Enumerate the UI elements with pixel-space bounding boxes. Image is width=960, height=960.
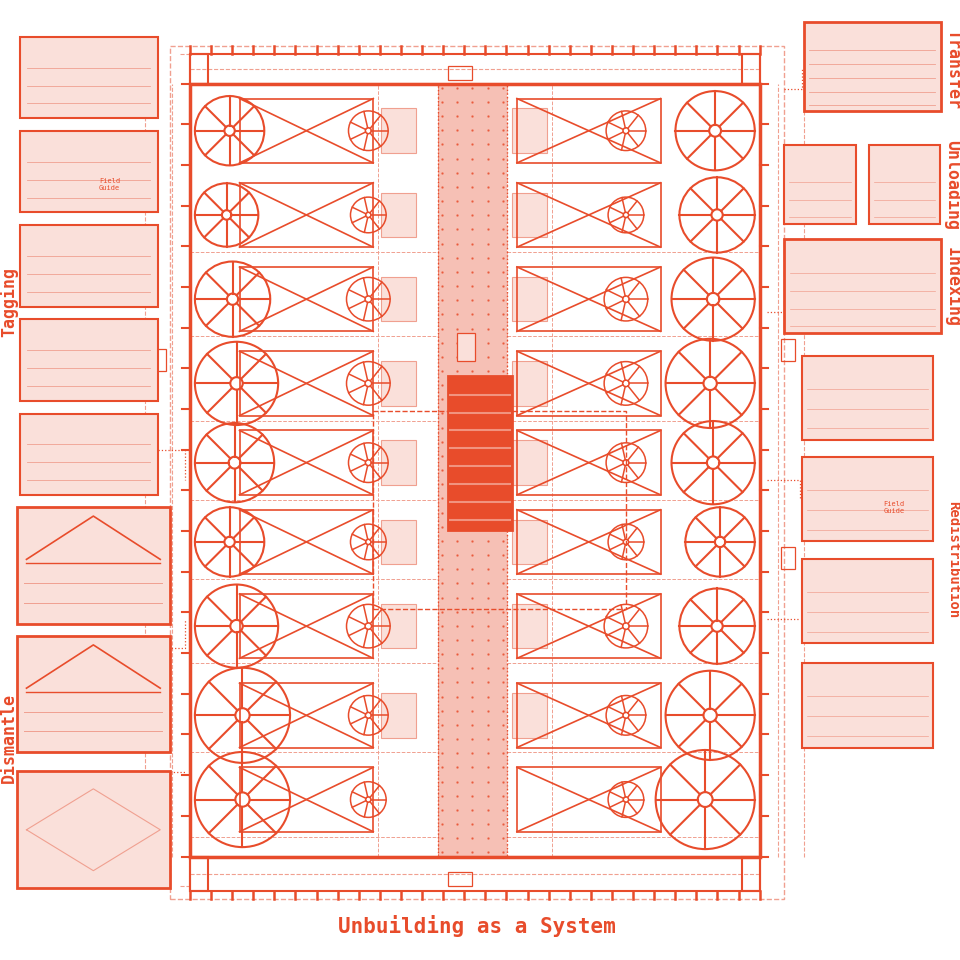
Bar (19, 320, 158, 400)
Text: Field
Guide: Field Guide (99, 178, 120, 190)
Text: Unloading: Unloading (944, 140, 960, 229)
Bar (239, 182, 373, 247)
Bar (516, 767, 660, 831)
Bar (803, 663, 933, 748)
Bar (373, 411, 626, 609)
Bar (781, 339, 796, 361)
Bar (512, 441, 546, 485)
Bar (447, 873, 472, 886)
Bar (516, 182, 660, 247)
Bar (190, 54, 759, 84)
Bar (784, 239, 941, 333)
Bar (239, 351, 373, 416)
Bar (170, 46, 784, 900)
Bar (516, 684, 660, 748)
Bar (516, 99, 660, 163)
Bar (153, 349, 166, 371)
Text: Tagging: Tagging (0, 267, 18, 337)
Bar (381, 276, 416, 322)
Bar (239, 510, 373, 574)
Bar (458, 333, 475, 361)
Text: Redistribution: Redistribution (946, 501, 960, 618)
Bar (381, 361, 416, 406)
Bar (190, 54, 207, 84)
Bar (190, 856, 759, 891)
Bar (781, 547, 796, 569)
Bar (239, 267, 373, 331)
Text: Field
Guide: Field Guide (883, 501, 904, 515)
Bar (803, 457, 933, 541)
Bar (516, 267, 660, 331)
Bar (512, 108, 546, 153)
Bar (239, 684, 373, 748)
Bar (19, 226, 158, 306)
Bar (512, 193, 546, 237)
Text: Indexing: Indexing (944, 247, 960, 326)
Bar (381, 193, 416, 237)
Bar (742, 54, 759, 84)
Bar (516, 430, 660, 494)
Bar (803, 356, 933, 441)
Bar (516, 594, 660, 659)
Bar (869, 145, 940, 225)
Bar (19, 132, 158, 212)
Bar (784, 145, 855, 225)
Text: Unbuilding as a System: Unbuilding as a System (339, 915, 616, 937)
Bar (381, 693, 416, 737)
Text: Transfer: Transfer (944, 29, 960, 108)
Bar (381, 519, 416, 564)
Bar (438, 84, 507, 856)
Bar (190, 84, 759, 856)
Bar (803, 560, 933, 643)
Bar (381, 604, 416, 648)
Bar (516, 510, 660, 574)
Bar (239, 99, 373, 163)
Bar (381, 108, 416, 153)
Bar (447, 376, 512, 530)
Bar (516, 351, 660, 416)
Bar (16, 771, 170, 888)
Bar (381, 441, 416, 485)
Text: Dismantle: Dismantle (0, 692, 17, 782)
Bar (742, 856, 759, 891)
Bar (447, 66, 472, 80)
Bar (190, 856, 207, 891)
Bar (16, 507, 170, 624)
Bar (512, 519, 546, 564)
Bar (438, 84, 507, 856)
Bar (512, 361, 546, 406)
Bar (19, 414, 158, 494)
Bar (239, 767, 373, 831)
Bar (512, 604, 546, 648)
Bar (512, 693, 546, 737)
Bar (16, 636, 170, 753)
Bar (239, 594, 373, 659)
Bar (804, 22, 941, 111)
Bar (19, 37, 158, 118)
Bar (512, 276, 546, 322)
Bar (239, 430, 373, 494)
